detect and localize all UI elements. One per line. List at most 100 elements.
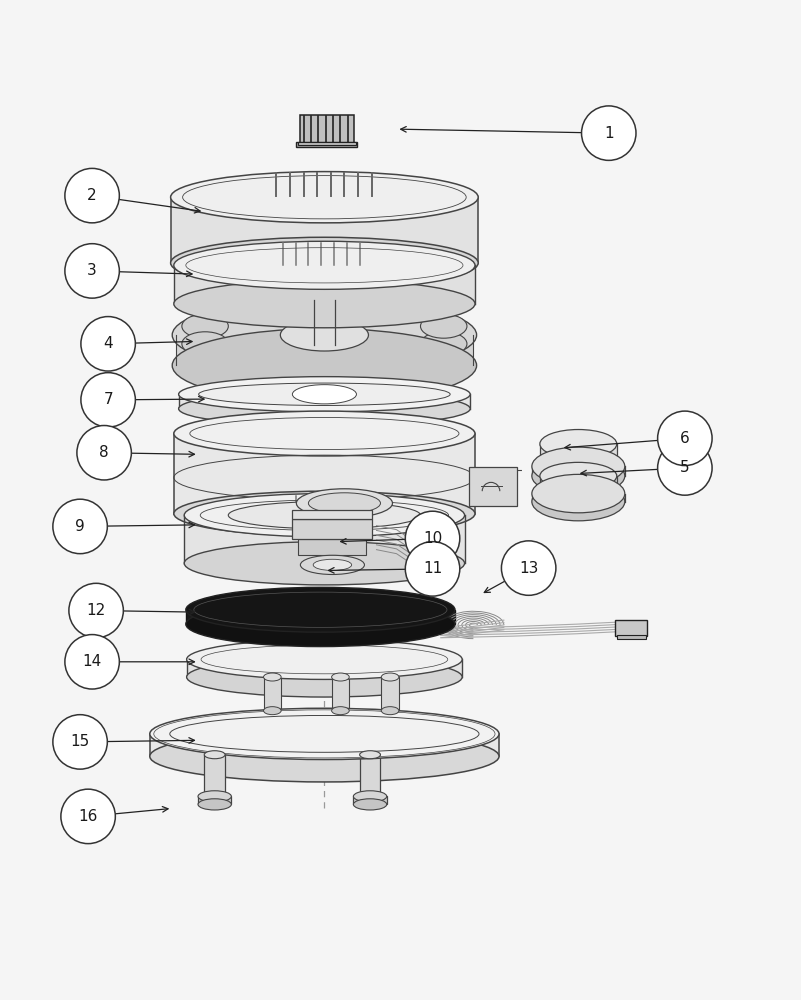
Text: 16: 16 bbox=[78, 809, 98, 824]
Circle shape bbox=[77, 426, 131, 480]
Circle shape bbox=[53, 499, 107, 554]
Ellipse shape bbox=[421, 314, 467, 338]
Ellipse shape bbox=[179, 391, 470, 426]
Bar bbox=[179, 394, 470, 409]
Ellipse shape bbox=[198, 791, 231, 802]
Circle shape bbox=[81, 317, 135, 371]
Circle shape bbox=[405, 511, 460, 566]
Ellipse shape bbox=[540, 462, 617, 490]
Text: 14: 14 bbox=[83, 654, 102, 669]
Ellipse shape bbox=[332, 673, 349, 681]
Bar bbox=[171, 197, 478, 263]
Circle shape bbox=[53, 715, 107, 769]
Bar bbox=[296, 142, 357, 147]
Bar bbox=[615, 620, 647, 636]
Ellipse shape bbox=[174, 241, 475, 289]
Ellipse shape bbox=[187, 657, 462, 697]
Ellipse shape bbox=[421, 332, 467, 356]
Ellipse shape bbox=[540, 480, 617, 507]
Ellipse shape bbox=[186, 602, 455, 647]
Bar bbox=[332, 677, 349, 711]
Ellipse shape bbox=[360, 751, 380, 759]
Ellipse shape bbox=[171, 237, 478, 289]
Ellipse shape bbox=[381, 673, 399, 681]
Ellipse shape bbox=[171, 172, 478, 223]
Text: 3: 3 bbox=[87, 263, 97, 278]
Bar bbox=[292, 510, 372, 519]
Ellipse shape bbox=[187, 639, 462, 679]
Bar bbox=[360, 755, 380, 796]
Bar bbox=[198, 796, 231, 804]
Ellipse shape bbox=[280, 319, 368, 351]
Ellipse shape bbox=[204, 751, 225, 759]
Bar bbox=[617, 635, 646, 639]
Ellipse shape bbox=[301, 341, 348, 365]
Text: 15: 15 bbox=[70, 734, 90, 749]
Bar bbox=[298, 142, 356, 145]
Circle shape bbox=[582, 106, 636, 160]
Ellipse shape bbox=[198, 799, 231, 810]
Ellipse shape bbox=[264, 673, 281, 681]
Ellipse shape bbox=[532, 482, 625, 521]
Text: 11: 11 bbox=[423, 561, 442, 576]
Bar bbox=[353, 796, 387, 804]
Bar bbox=[300, 115, 354, 145]
Text: 2: 2 bbox=[87, 188, 97, 203]
Text: 1: 1 bbox=[604, 126, 614, 141]
Ellipse shape bbox=[179, 377, 470, 412]
Ellipse shape bbox=[532, 474, 625, 513]
Text: 12: 12 bbox=[87, 603, 106, 618]
Circle shape bbox=[658, 411, 712, 466]
Text: 6: 6 bbox=[680, 431, 690, 446]
Bar bbox=[174, 434, 475, 514]
Bar bbox=[540, 476, 617, 494]
Circle shape bbox=[405, 542, 460, 596]
Bar bbox=[292, 519, 372, 539]
Circle shape bbox=[65, 168, 119, 223]
Ellipse shape bbox=[172, 329, 477, 402]
Circle shape bbox=[61, 789, 115, 844]
Text: 13: 13 bbox=[519, 561, 538, 576]
Ellipse shape bbox=[553, 436, 604, 452]
Circle shape bbox=[65, 244, 119, 298]
Circle shape bbox=[81, 373, 135, 427]
Ellipse shape bbox=[532, 447, 625, 486]
Ellipse shape bbox=[301, 305, 348, 329]
Circle shape bbox=[658, 441, 712, 495]
Circle shape bbox=[65, 635, 119, 689]
Bar bbox=[532, 494, 625, 502]
Ellipse shape bbox=[292, 385, 356, 404]
Ellipse shape bbox=[184, 542, 465, 585]
Text: 9: 9 bbox=[75, 519, 85, 534]
Bar bbox=[532, 466, 625, 476]
Ellipse shape bbox=[540, 452, 617, 481]
Ellipse shape bbox=[172, 298, 477, 372]
Bar bbox=[264, 677, 281, 711]
Circle shape bbox=[501, 541, 556, 595]
Ellipse shape bbox=[381, 707, 399, 715]
Text: 5: 5 bbox=[680, 460, 690, 475]
Ellipse shape bbox=[174, 280, 475, 328]
Ellipse shape bbox=[300, 555, 364, 574]
Bar bbox=[184, 515, 465, 563]
Bar bbox=[174, 265, 475, 304]
Bar bbox=[381, 677, 399, 711]
Ellipse shape bbox=[182, 314, 228, 338]
Bar bbox=[469, 467, 517, 506]
Text: 4: 4 bbox=[103, 336, 113, 351]
Ellipse shape bbox=[174, 411, 475, 456]
Ellipse shape bbox=[199, 383, 450, 405]
Ellipse shape bbox=[313, 559, 352, 570]
Ellipse shape bbox=[532, 457, 625, 495]
Bar bbox=[186, 610, 455, 624]
Ellipse shape bbox=[296, 489, 392, 518]
Circle shape bbox=[69, 583, 123, 638]
Ellipse shape bbox=[540, 430, 617, 458]
Ellipse shape bbox=[150, 731, 499, 782]
Ellipse shape bbox=[228, 502, 421, 529]
Ellipse shape bbox=[186, 587, 455, 632]
Text: 10: 10 bbox=[423, 531, 442, 546]
Bar bbox=[150, 734, 499, 756]
Ellipse shape bbox=[332, 707, 349, 715]
Text: 7: 7 bbox=[103, 392, 113, 407]
